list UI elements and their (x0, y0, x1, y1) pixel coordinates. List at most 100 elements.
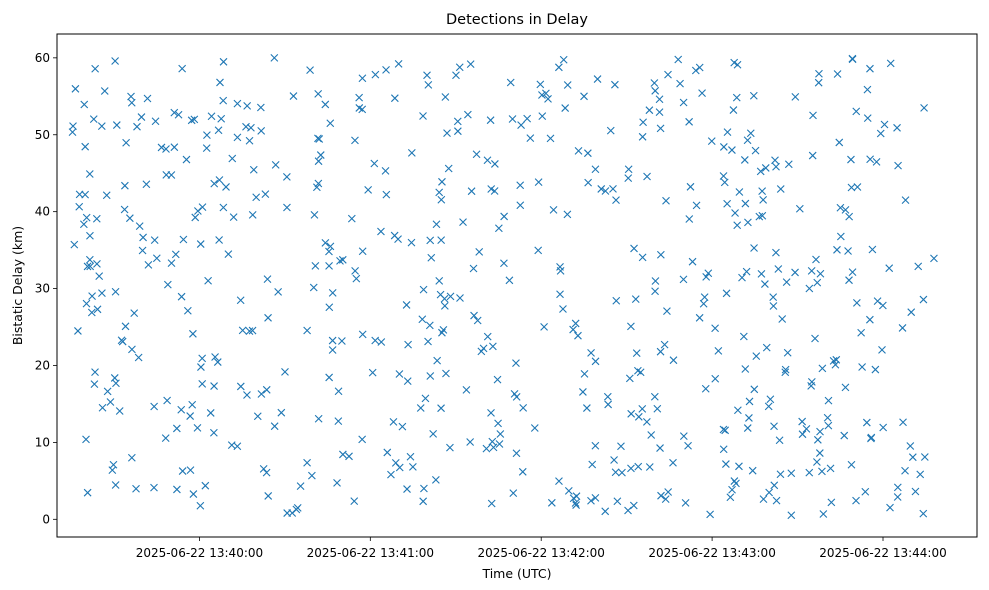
data-point (861, 487, 870, 496)
data-point (206, 409, 215, 417)
data-point (233, 99, 242, 108)
data-point (656, 444, 664, 452)
data-point (853, 183, 862, 191)
data-point (314, 179, 323, 188)
data-point (878, 301, 887, 310)
data-point (201, 481, 210, 490)
data-point (617, 442, 625, 451)
data-point (382, 190, 391, 199)
data-point (215, 236, 224, 244)
data-point (182, 155, 191, 164)
data-point (486, 116, 495, 125)
data-point (233, 442, 242, 451)
data-point (612, 296, 621, 305)
data-point (781, 365, 790, 374)
data-point (288, 509, 297, 517)
data-point (314, 89, 323, 98)
data-point (455, 63, 464, 72)
data-point (109, 460, 118, 469)
data-point (257, 390, 266, 398)
data-point (862, 418, 871, 427)
data-point (547, 498, 556, 507)
data-point (664, 70, 672, 79)
data-point (424, 337, 432, 346)
data-point (878, 346, 886, 354)
data-point (519, 403, 528, 412)
data-point (814, 78, 823, 87)
data-point (500, 259, 508, 268)
data-point (442, 369, 450, 378)
data-point (569, 494, 578, 503)
data-point (571, 319, 580, 328)
data-point (684, 441, 692, 450)
data-point (196, 501, 205, 510)
data-point (82, 435, 90, 444)
data-point (111, 57, 120, 65)
data-point (183, 306, 192, 315)
data-point (886, 59, 895, 68)
data-point (243, 391, 251, 399)
data-point (177, 405, 186, 414)
data-point (93, 305, 102, 314)
data-point (650, 79, 659, 87)
data-point (563, 81, 572, 89)
data-point (321, 239, 330, 247)
data-point (398, 422, 407, 431)
data-point (721, 460, 730, 468)
data-point (824, 396, 833, 405)
x-axis-label: Time (UTC) (481, 566, 551, 581)
data-point (68, 128, 77, 137)
data-point (618, 468, 626, 477)
data-point (487, 408, 495, 417)
data-point (505, 276, 514, 285)
data-point (749, 91, 758, 100)
data-point (437, 404, 445, 413)
data-point (894, 161, 902, 170)
data-point (229, 213, 238, 222)
y-axis: 0 10 20 30 40 50 60 (35, 51, 57, 526)
data-point (798, 430, 807, 439)
data-point (656, 250, 665, 259)
data-point (296, 482, 305, 491)
data-point (162, 171, 171, 179)
data-point (711, 324, 719, 333)
data-point (711, 374, 720, 383)
data-point (487, 499, 496, 508)
y-tick-label: 20 (35, 358, 50, 372)
data-point (629, 501, 638, 510)
data-point (496, 430, 505, 438)
data-point (193, 207, 202, 215)
data-point (523, 114, 532, 123)
data-point (782, 278, 791, 286)
data-point (328, 336, 337, 345)
data-point (624, 506, 632, 515)
data-point (813, 278, 822, 287)
data-point (472, 150, 481, 159)
data-point (98, 403, 107, 412)
data-point (795, 204, 804, 213)
plot-frame (56, 33, 978, 538)
data-point (613, 497, 622, 506)
data-point (556, 267, 565, 275)
data-point (193, 423, 202, 432)
data-point (281, 368, 289, 376)
data-point (920, 103, 928, 112)
data-point (866, 64, 874, 73)
data-point (587, 349, 595, 357)
data-point (469, 264, 478, 273)
data-point (748, 466, 757, 475)
data-point (899, 418, 907, 427)
data-point (407, 238, 416, 247)
data-point (83, 488, 92, 497)
data-point (728, 146, 736, 154)
data-point (688, 257, 697, 266)
y-tick-label: 0 (42, 512, 50, 526)
data-point (121, 322, 130, 331)
data-point (364, 186, 373, 194)
data-point (759, 195, 768, 204)
data-point (186, 412, 195, 420)
data-point (473, 316, 482, 325)
data-point (355, 104, 364, 112)
data-point (257, 126, 266, 135)
data-point (309, 283, 318, 292)
